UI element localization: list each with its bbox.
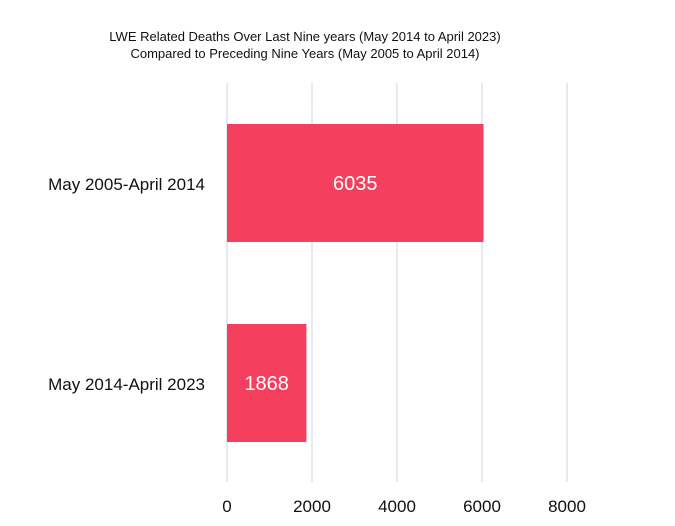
x-tick-label-8000: 8000 bbox=[548, 497, 586, 516]
chart-title: LWE Related Deaths Over Last Nine years … bbox=[0, 28, 610, 62]
category-labels: May 2005-April 2014 May 2014-April 2023 bbox=[48, 175, 205, 394]
chart-title-line-2: Compared to Preceding Nine Years (May 20… bbox=[130, 46, 480, 61]
x-tick-label-2000: 2000 bbox=[293, 497, 331, 516]
category-label-0: May 2005-April 2014 bbox=[48, 175, 205, 194]
bar-1 bbox=[227, 324, 307, 442]
bars bbox=[227, 124, 484, 442]
value-label-0: 6035 bbox=[333, 173, 378, 195]
x-tick-labels: 0 2000 4000 6000 8000 bbox=[222, 497, 586, 516]
x-tick-label-4000: 4000 bbox=[378, 497, 416, 516]
bar-0 bbox=[227, 124, 484, 242]
x-tick-label-0: 0 bbox=[222, 497, 231, 516]
value-labels: 6035 1868 bbox=[244, 173, 377, 395]
category-label-1: May 2014-April 2023 bbox=[48, 375, 205, 394]
x-tick-label-6000: 6000 bbox=[463, 497, 501, 516]
chart-title-line-1: LWE Related Deaths Over Last Nine years … bbox=[109, 29, 501, 44]
value-label-1: 1868 bbox=[244, 373, 289, 395]
